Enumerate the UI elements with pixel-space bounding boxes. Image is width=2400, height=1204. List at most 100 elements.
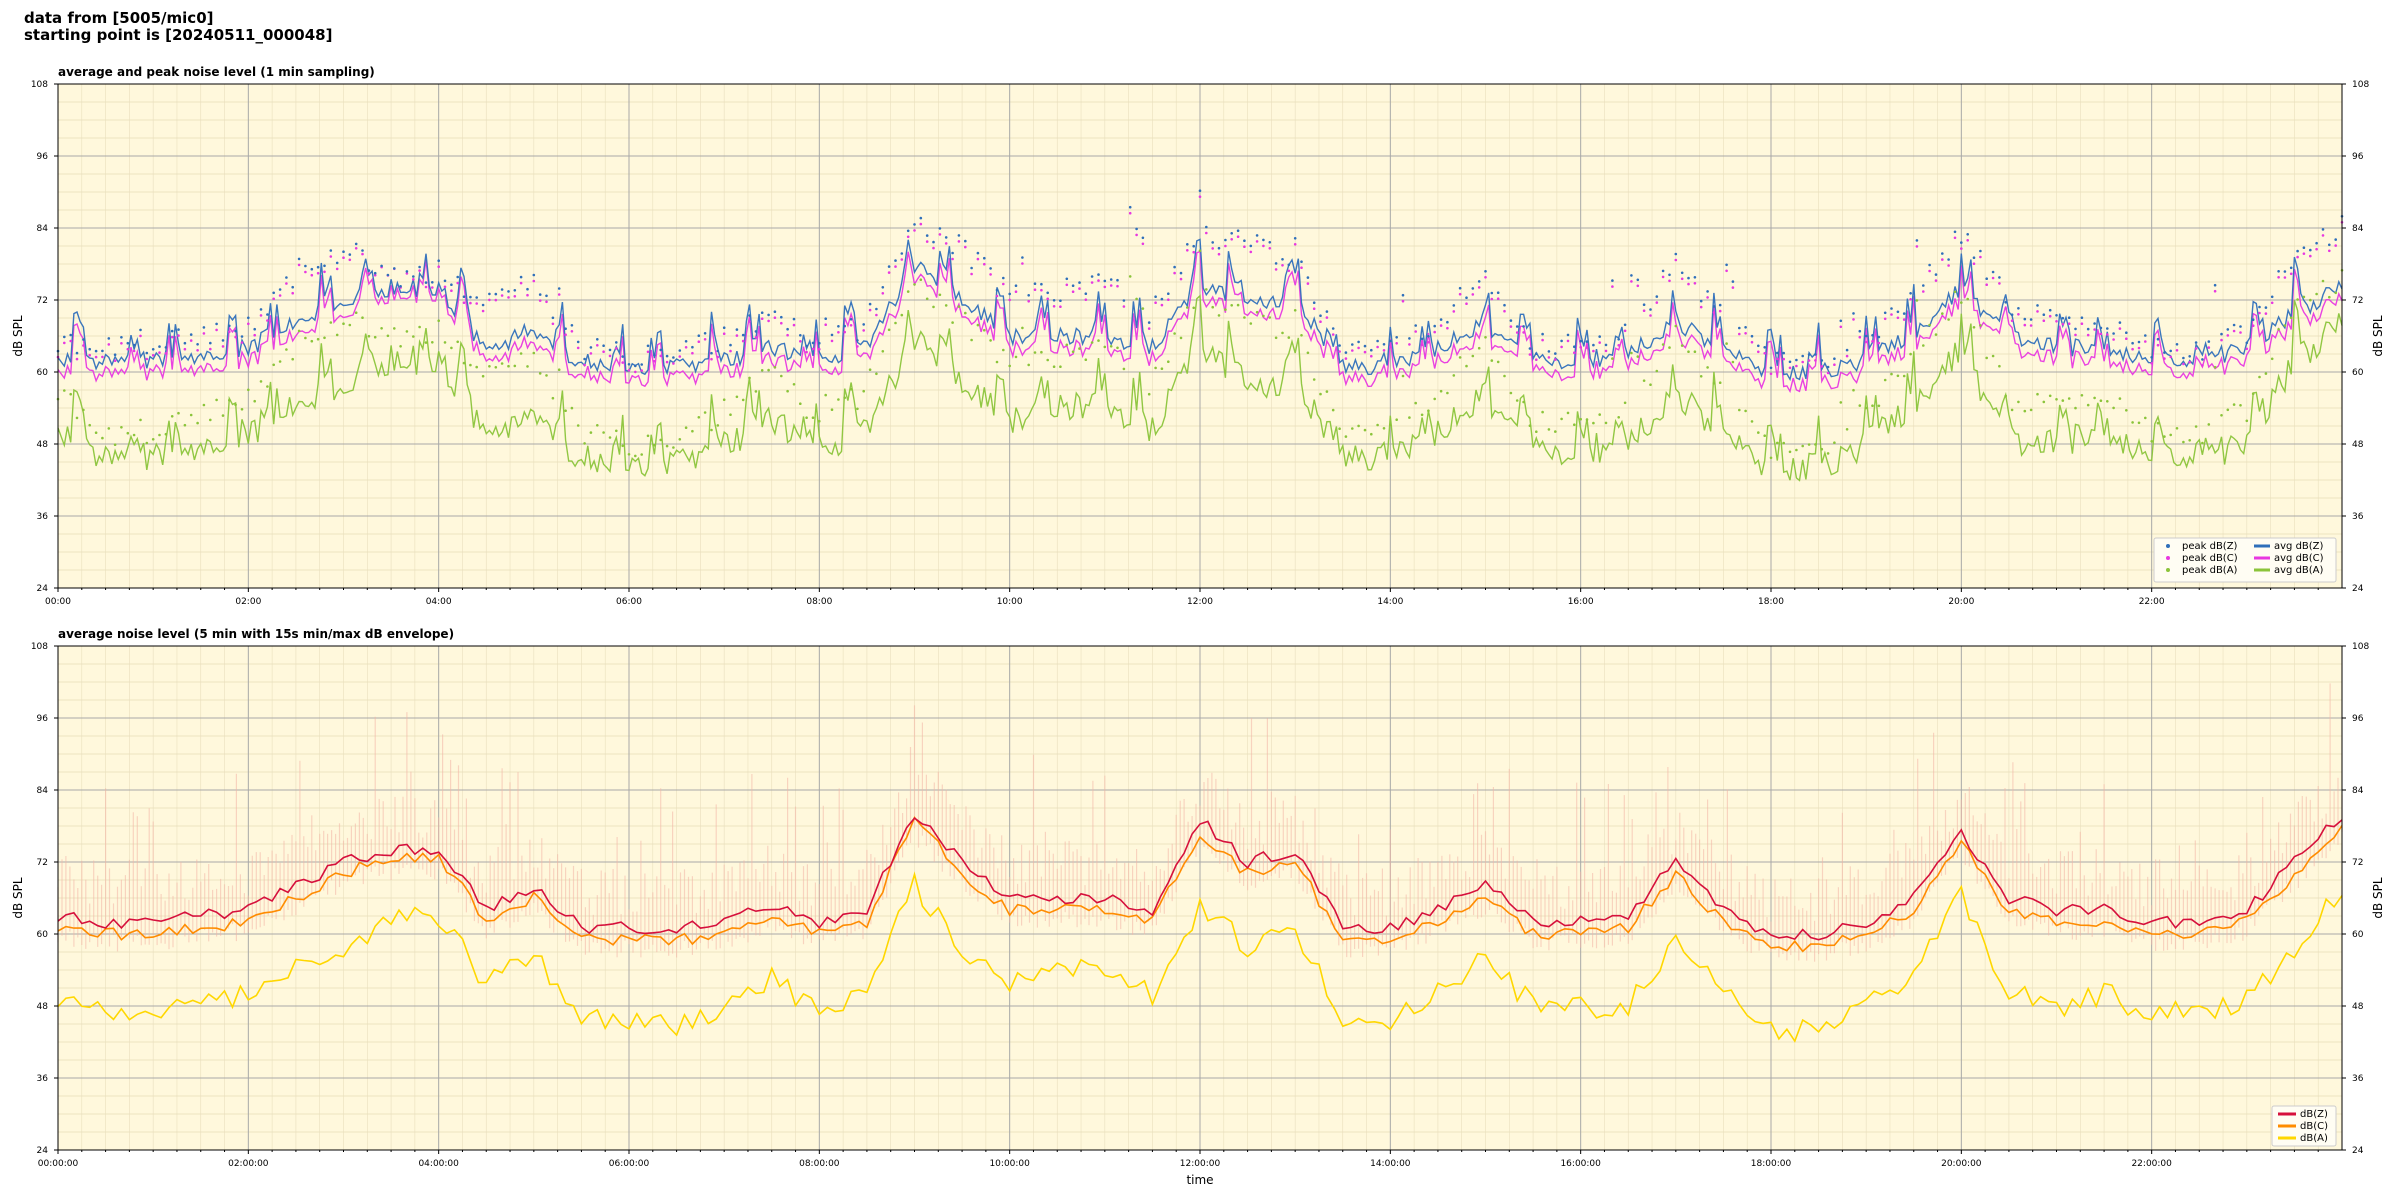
- peak-point: [132, 349, 136, 353]
- peak-point: [507, 364, 510, 368]
- peak-point: [976, 251, 980, 255]
- peak-point: [513, 295, 517, 298]
- peak-point: [63, 335, 66, 339]
- peak-point: [1319, 392, 1322, 396]
- peak-point: [754, 330, 758, 333]
- peak-point: [272, 297, 276, 301]
- peak-point: [875, 372, 878, 376]
- peak-point: [1535, 430, 1538, 434]
- peak-point: [2270, 301, 2274, 305]
- peak-point: [1528, 353, 1532, 356]
- y-tick-label: 108: [31, 80, 48, 90]
- peak-point: [1750, 334, 1754, 338]
- peak-point: [1198, 195, 1202, 198]
- peak-point: [697, 416, 701, 419]
- peak-point: [634, 454, 637, 458]
- peak-point: [1611, 279, 1614, 282]
- peak-point: [1046, 297, 1049, 301]
- peak-point: [944, 236, 948, 239]
- peak-point: [1661, 275, 1665, 279]
- peak-point: [1382, 427, 1386, 430]
- peak-point: [1230, 304, 1233, 307]
- peak-point: [957, 240, 961, 243]
- peak-point: [405, 270, 409, 273]
- peak-point: [196, 349, 199, 352]
- peak-point: [1249, 244, 1253, 248]
- peak-point: [1274, 268, 1278, 271]
- peak-point: [1014, 290, 1018, 293]
- peak-point: [2264, 312, 2268, 315]
- peak-point: [1052, 305, 1056, 308]
- peak-point: [551, 316, 555, 320]
- peak-point: [1160, 367, 1164, 371]
- peak-point: [63, 389, 66, 392]
- peak-point: [82, 408, 85, 412]
- peak-point: [1928, 263, 1931, 267]
- legend-box: [2271, 1105, 2337, 1147]
- peak-point: [1998, 364, 2001, 368]
- peak-point: [1998, 282, 2001, 285]
- peak-point: [1814, 359, 1817, 362]
- x-axis-label: time: [1186, 1173, 1213, 1187]
- peak-point: [589, 431, 593, 434]
- legend-box: [2153, 537, 2337, 583]
- peak-point: [1331, 333, 1335, 336]
- peak-point: [1839, 325, 1843, 329]
- peak-point: [1782, 357, 1785, 361]
- peak-point: [811, 347, 815, 351]
- peak-point: [944, 242, 948, 245]
- peak-point: [881, 286, 885, 289]
- peak-point: [1040, 350, 1043, 354]
- peak-point: [1801, 444, 1804, 448]
- peak-point: [1160, 297, 1164, 301]
- peak-point: [1890, 313, 1893, 316]
- peak-point: [513, 364, 517, 368]
- peak-point: [773, 316, 777, 320]
- peak-point: [335, 267, 339, 271]
- peak-point: [2144, 416, 2147, 420]
- peak-point: [2270, 295, 2274, 299]
- peak-point: [1788, 360, 1792, 364]
- peak-point: [63, 341, 66, 345]
- x-tick-label: 02:00: [235, 597, 261, 606]
- peak-point: [570, 324, 574, 327]
- peak-point: [393, 327, 396, 330]
- peak-point: [1471, 287, 1475, 290]
- peak-point: [2029, 324, 2033, 327]
- peak-point: [811, 341, 815, 345]
- peak-point: [792, 323, 796, 327]
- peak-point: [1782, 441, 1785, 445]
- peak-point: [1401, 374, 1405, 378]
- peak-point: [1477, 286, 1481, 289]
- peak-point: [1452, 374, 1456, 377]
- peak-point: [431, 286, 434, 289]
- peak-point: [354, 311, 358, 314]
- peak-point: [913, 223, 916, 226]
- peak-point: [596, 338, 599, 341]
- peak-point: [2289, 272, 2293, 276]
- peak-point: [900, 313, 904, 317]
- peak-point: [995, 288, 999, 292]
- peak-point: [412, 335, 415, 338]
- peak-point: [1059, 299, 1062, 302]
- peak-point: [177, 328, 180, 331]
- peak-point: [316, 265, 320, 269]
- peak-point: [983, 256, 986, 260]
- peak-point: [925, 297, 929, 301]
- peak-point: [488, 298, 491, 302]
- peak-point: [228, 324, 231, 328]
- peak-point: [678, 438, 682, 441]
- peak-point: [1668, 279, 1671, 283]
- peak-point: [1249, 322, 1253, 325]
- peak-point: [1192, 306, 1195, 310]
- figure-header: data from [5005/mic0] starting point is …: [24, 10, 332, 44]
- peak-point: [957, 234, 961, 237]
- peak-point: [1414, 324, 1417, 327]
- peak-point: [818, 347, 821, 351]
- peak-point: [1541, 338, 1544, 342]
- peak-point: [494, 366, 498, 369]
- peak-point: [906, 235, 910, 239]
- peak-point: [1858, 404, 1862, 407]
- peak-point: [228, 398, 231, 402]
- peak-point: [1979, 249, 1982, 253]
